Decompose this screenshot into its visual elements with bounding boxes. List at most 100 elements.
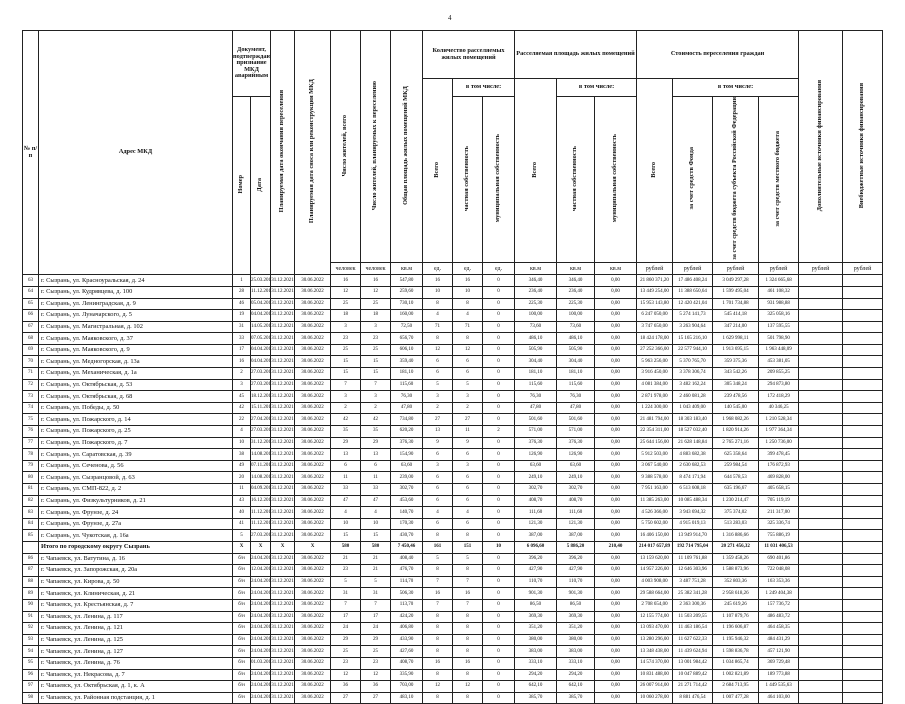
value-cell: 31.12.2021 (270, 587, 296, 600)
unit-cell: кв.м (514, 262, 558, 276)
value-cell: 501,60 (514, 413, 558, 427)
value-cell: 3 378 306,74 (672, 367, 714, 380)
value-cell: 30.06.2022 (294, 390, 332, 403)
value-cell: 31.12.2021 (270, 332, 296, 345)
value-cell: 6 513 608,18 (672, 483, 714, 496)
value-cell: 111,60 (514, 506, 558, 519)
value-cell: 3 (452, 459, 484, 473)
value-cell: 225,30 (514, 297, 558, 311)
value-cell: 7 (422, 575, 454, 589)
value-cell: 21 (360, 564, 392, 577)
value-cell: 14 574 370,00 (636, 656, 674, 670)
value-cell: 2 (330, 401, 362, 415)
value-cell: 5 912 503,00 (636, 448, 674, 461)
header-cell: муниципальная собственность (594, 95, 638, 264)
value-cell: 22 577 944,10 (672, 343, 714, 357)
value-cell: 0 (482, 448, 516, 461)
empty-cell (842, 552, 884, 566)
value-cell: 6 096,60 (514, 541, 558, 554)
address-cell: г. Сызрань, ул. Сеченова, д. 56 (38, 459, 233, 473)
header-text: Планируемая дата сноса или реконструкции… (308, 79, 316, 224)
empty-cell (842, 459, 884, 473)
value-cell: 359,40 (390, 355, 424, 369)
table-row: 92 г. Чапаевск, ул. Ленина, д. 121 б/н 24.0… (22, 622, 884, 635)
value-cell: 396,20 (556, 552, 596, 566)
page: {"page_number":"4", "header":{"n":"№ п/п… (22, 14, 884, 704)
value-cell: 506,30 (390, 587, 424, 600)
header-cell: Всего (514, 77, 558, 264)
value-cell: 161 (422, 541, 454, 554)
value-cell: 31.12.2021 (270, 656, 296, 670)
value-cell: 25 (360, 343, 392, 357)
value-cell: 31.12.2021 (270, 483, 296, 496)
value-cell: 63,60 (514, 459, 558, 473)
value-cell: 12 (452, 680, 484, 693)
value-cell: 25 (360, 645, 392, 658)
empty-cell (842, 401, 884, 415)
value-cell: 17 (330, 610, 362, 624)
value-cell: 24.04.2015 (249, 680, 272, 693)
value-cell: 483,10 (390, 691, 424, 704)
value-cell: 376,30 (556, 436, 596, 450)
value-cell: 211 317,00 (758, 506, 800, 519)
empty-cell (842, 413, 884, 427)
value-cell: 25 (360, 297, 392, 311)
value-cell: 0,00 (594, 309, 638, 322)
value-cell: 3 (360, 320, 392, 334)
address-cell: г. Чапаевск, ул. Ленина, д. 117 (38, 610, 233, 624)
header-cell: Планируемая дата окончания переселения (270, 29, 296, 276)
value-cell: 0,00 (594, 668, 638, 682)
unit-cell: кв.м (556, 262, 596, 276)
value-cell: 12 420 421,04 (672, 297, 714, 311)
value-cell: 0 (482, 529, 516, 542)
table-row: 85 г. Сызрань, ул. Чукотская, д. 16а 5 27.0… (22, 529, 884, 542)
value-cell: 901,30 (514, 587, 558, 600)
value-cell: 05.04.2016 (249, 297, 272, 311)
value-cell: 30.06.2022 (294, 691, 332, 704)
value-cell: 30.06.2022 (294, 413, 332, 427)
value-cell: 29 (330, 633, 362, 647)
value-cell: 0 (482, 459, 516, 473)
value-cell: 0 (482, 656, 516, 670)
value-cell: 0,00 (594, 297, 638, 311)
value-cell: 3 (330, 320, 362, 334)
empty-cell (842, 285, 884, 299)
table-row: 84 г. Сызрань, ул. Фрунзе, д. 27а 41 11.12.… (22, 517, 884, 531)
address-cell: г. Сызрань, ул. Маяковского, д. 9 (38, 343, 233, 357)
value-cell: 501 798,90 (758, 332, 800, 345)
header-text: Число жителей, планируемых к переселению (371, 80, 379, 210)
value-cell: 31.12.2021 (270, 645, 296, 658)
value-cell: 0 (482, 297, 516, 311)
value-cell: 27 (452, 413, 484, 427)
value-cell: 21 860 371,20 (636, 274, 674, 287)
value-cell: 8 (452, 691, 484, 704)
empty-cell (798, 506, 844, 519)
empty-cell (842, 367, 884, 380)
empty-cell (842, 645, 884, 658)
value-cell: 580 (360, 541, 392, 554)
value-cell: 7 (330, 378, 362, 392)
value-cell: 8 (422, 610, 454, 624)
value-cell: 8 (452, 529, 484, 542)
value-cell: 23 (330, 656, 362, 670)
value-cell: 6 247 050,00 (636, 309, 674, 322)
header-cell: Адрес МКД (38, 29, 233, 276)
header-text: за счет средств Фонда (688, 147, 696, 210)
value-cell: 1 002 821,89 (712, 668, 760, 682)
value-cell: 29 (330, 436, 362, 450)
value-cell: 115,60 (556, 378, 596, 392)
row-number: 85 (22, 529, 39, 542)
address-cell: г. Сызрань, ул. Медногорская, д. 13а (38, 355, 233, 369)
value-cell: 513 283,03 (712, 517, 760, 531)
value-cell: 427,60 (390, 645, 424, 658)
value-cell: 387,00 (514, 529, 558, 542)
value-cell: 31 (360, 587, 392, 600)
value-cell: 8 (422, 529, 454, 542)
row-number: 96 (22, 668, 39, 682)
value-cell: 1 224 300,00 (636, 401, 674, 415)
header-cell: в том числе: (452, 78, 516, 97)
empty-cell (798, 413, 844, 427)
empty-cell (842, 425, 884, 438)
empty-cell (842, 343, 884, 357)
row-number: 86 (22, 552, 39, 566)
